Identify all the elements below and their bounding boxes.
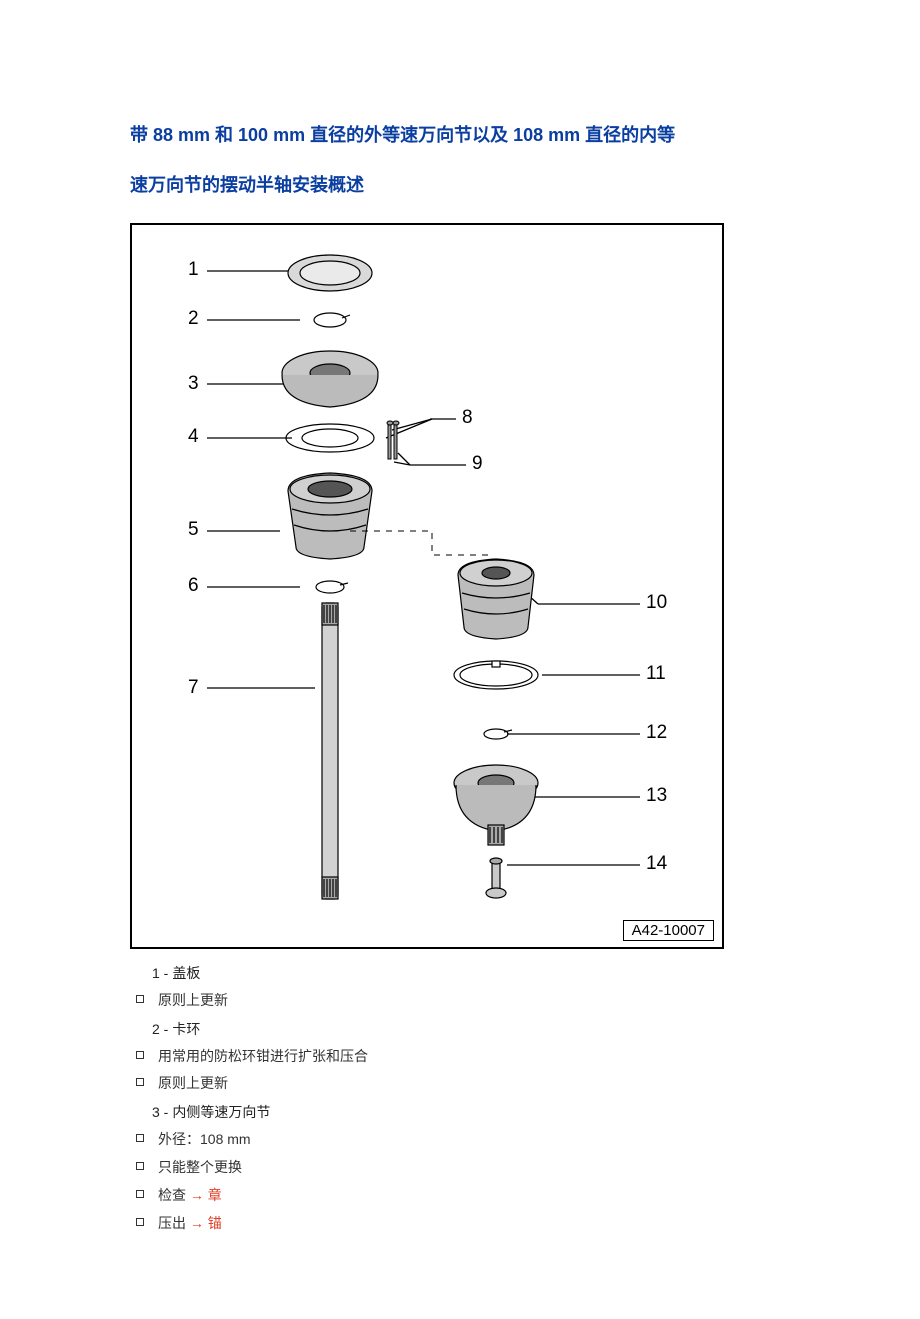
callout-7: 7 — [188, 677, 199, 699]
list-item: 外径：108 mm — [130, 1128, 790, 1152]
callout-6: 6 — [188, 575, 199, 597]
bullet-icon — [136, 1078, 144, 1086]
page-title: 带 88 mm 和 100 mm 直径的外等速万向节以及 108 mm 直径的内… — [130, 110, 790, 211]
callout-8: 8 — [462, 407, 473, 429]
callout-9: 9 — [472, 453, 483, 475]
link-anchor[interactable]: → 锚 — [190, 1215, 222, 1231]
item-3-header: 3 -内侧等速万向节 — [152, 1102, 790, 1122]
exploded-diagram: 1 2 3 4 5 6 7 8 9 10 11 12 13 14 A42-100… — [130, 223, 724, 949]
bullet-icon — [136, 1134, 144, 1142]
callout-13: 13 — [646, 785, 667, 807]
callout-10: 10 — [646, 592, 667, 614]
parts-list: 1 -盖板 原则上更新 2 -卡环 用常用的防松环钳进行扩张和压合 原则上更新 … — [130, 963, 790, 1236]
bullet-icon — [136, 1190, 144, 1198]
callout-14: 14 — [646, 853, 667, 875]
bullet-icon — [136, 995, 144, 1003]
list-item: 用常用的防松环钳进行扩张和压合 — [130, 1045, 790, 1069]
callout-1: 1 — [188, 259, 199, 281]
callout-4: 4 — [188, 426, 199, 448]
callout-12: 12 — [646, 722, 667, 744]
list-item: 原则上更新 — [130, 989, 790, 1013]
list-item: 原则上更新 — [130, 1072, 790, 1096]
bullet-icon — [136, 1218, 144, 1226]
list-item: 检查 → 章 — [130, 1184, 790, 1208]
list-item: 只能整个更换 — [130, 1156, 790, 1180]
bullet-icon — [136, 1162, 144, 1170]
callout-11: 11 — [646, 663, 666, 685]
diagram-caption: A42-10007 — [623, 920, 714, 941]
list-item: 压出 → 锚 — [130, 1212, 790, 1236]
callout-3: 3 — [188, 373, 199, 395]
callout-5: 5 — [188, 519, 199, 541]
link-chapter[interactable]: → 章 — [190, 1187, 222, 1203]
item-1-header: 1 -盖板 — [152, 963, 790, 983]
callout-2: 2 — [188, 308, 199, 330]
item-2-header: 2 -卡环 — [152, 1019, 790, 1039]
bullet-icon — [136, 1051, 144, 1059]
